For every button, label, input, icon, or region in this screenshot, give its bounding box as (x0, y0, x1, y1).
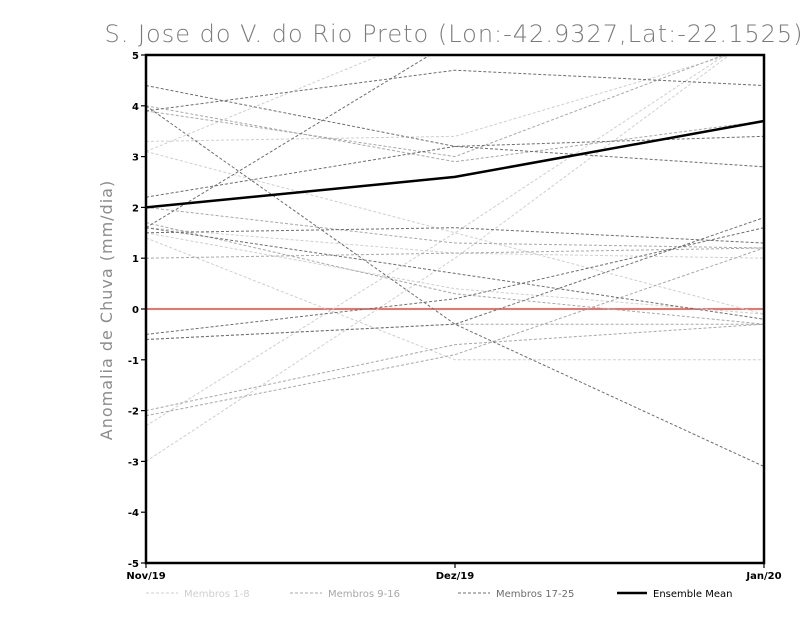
y-tick-label: 0 (132, 305, 139, 316)
series-group (146, 55, 764, 467)
series-line-member-7 (146, 55, 731, 462)
series-line-member-14 (146, 323, 764, 340)
y-tick-label: -5 (128, 559, 139, 570)
legend: Membros 1-8 Membros 9-16 Membros 17-25 Ense… (146, 589, 732, 600)
series-line-member-10 (146, 247, 764, 417)
series-line-member-13 (146, 247, 764, 259)
series-line-member-21 (146, 135, 764, 198)
series-line-member-3 (146, 55, 732, 142)
x-tick-label: Jan/20 (745, 571, 781, 582)
series-line-member-8 (146, 237, 764, 361)
legend-label-1: Membros 1-8 (184, 589, 250, 600)
y-tick-label: 5 (132, 51, 139, 62)
series-line-member-5 (146, 227, 764, 259)
y-tick-label: -2 (128, 407, 139, 418)
series-line-member-19 (146, 227, 764, 335)
series-line-member-23 (146, 227, 764, 320)
series-line-member-12 (146, 222, 764, 325)
y-axis-label: Anomalia de Chuva (mm/dia) (97, 180, 116, 440)
y-tick-label: 3 (132, 153, 139, 164)
y-tick-label: -4 (128, 508, 139, 519)
series-line-member-1 (146, 232, 764, 315)
y-tick-label: 2 (132, 203, 139, 214)
chart-title: S. Jose do V. do Rio Preto (Lon:-42.9327… (104, 20, 800, 48)
y-tick-label: -3 (128, 457, 139, 468)
series-line-member-11 (146, 206, 764, 249)
series-line-member-6 (146, 55, 383, 152)
series-line-ensemble-mean (146, 119, 764, 209)
series-line-member-9 (146, 55, 726, 158)
x-tick-label: Dez/19 (436, 571, 475, 582)
series-line-member-17 (146, 85, 764, 168)
y-tick-label: -1 (128, 356, 139, 367)
series-line-member-20 (146, 69, 764, 112)
series-line-member-25 (146, 55, 431, 229)
legend-label-2: Membros 9-16 (328, 589, 400, 600)
legend-label-3: Membros 17-25 (496, 589, 574, 600)
y-tick-label: 4 (132, 102, 139, 113)
series-line-member-16 (146, 323, 764, 412)
legend-label-4: Ensemble Mean (653, 589, 732, 600)
y-tick-label: 1 (132, 254, 139, 265)
series-line-member-15 (146, 105, 764, 163)
series-line-member-22 (146, 217, 764, 340)
series-line-member-24 (146, 105, 764, 467)
series-line-member-18 (146, 227, 764, 244)
x-tick-label: Nov/19 (126, 571, 165, 582)
series-line-member-4 (146, 55, 727, 427)
